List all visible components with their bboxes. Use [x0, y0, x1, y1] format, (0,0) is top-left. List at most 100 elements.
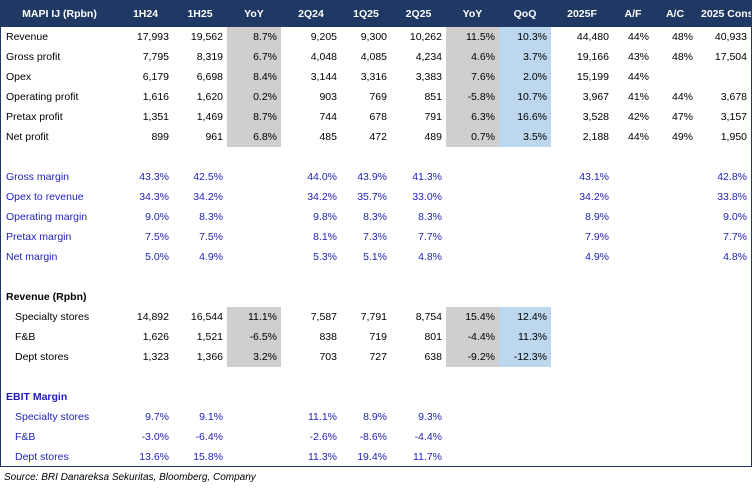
value-cell	[227, 407, 281, 427]
row-label: Opex	[6, 71, 32, 83]
value-cell: -12.3%	[499, 347, 551, 367]
value-cell: 1,366	[196, 351, 223, 363]
value-cell: 3.2%	[227, 347, 281, 367]
row-label: F&B	[15, 331, 36, 343]
column-header: 2Q25	[391, 1, 446, 27]
table-row: Revenue 17,993 19,562 8.7% 9,205 9,300 10,262 1…	[1, 27, 751, 47]
empty-cell	[613, 407, 653, 427]
value-cell	[227, 207, 281, 227]
value-cell: 8.7%	[227, 27, 281, 47]
value-cell: 10.3%	[499, 27, 551, 47]
value-cell: 3,678	[720, 91, 747, 103]
section-title-row: EBIT Margin	[1, 387, 751, 407]
empty-cell	[446, 407, 499, 427]
empty-cell	[653, 447, 697, 467]
value-cell: 5.1%	[363, 251, 387, 263]
column-header: 2Q24	[281, 1, 341, 27]
value-cell: 44%	[627, 31, 649, 43]
value-cell: 4,048	[310, 51, 337, 63]
value-cell: 41.3%	[412, 171, 442, 183]
ebit-row: F&B -3.0% -6.4% -2.6% -8.6% -4.4%	[1, 427, 751, 447]
value-cell: 4.6%	[446, 47, 499, 67]
value-cell: -2.6%	[309, 431, 337, 443]
value-cell: 8.9%	[363, 411, 387, 423]
value-cell: 34.2%	[579, 191, 609, 203]
empty-cell	[613, 287, 653, 307]
value-cell: -5.8%	[446, 87, 499, 107]
value-cell: 11.3%	[308, 451, 337, 463]
spacer-row	[1, 367, 751, 387]
value-cell: 34.2%	[307, 191, 337, 203]
financial-table-sheet: MAPI IJ (Rpbn) 1H24 1H25 YoY 2Q24 1Q25 2Q25 YoY…	[0, 0, 752, 467]
value-cell: 43.3%	[139, 171, 169, 183]
segment-row: F&B 1,626 1,521 -6.5% 838 719 801 -4.4% 11.3%	[1, 327, 751, 347]
ebit-row: Specialty stores 9.7% 9.1% 11.1% 8.9% 9.3%	[1, 407, 751, 427]
value-cell: 6.3%	[446, 107, 499, 127]
column-header: 2025F	[551, 1, 613, 27]
row-label: Opex to revenue	[6, 191, 84, 203]
value-cell	[227, 167, 281, 187]
value-cell: 19,562	[190, 31, 223, 43]
empty-cell	[118, 287, 173, 307]
value-cell	[613, 187, 653, 207]
value-cell: 899	[151, 131, 169, 143]
empty-cell	[653, 387, 697, 407]
value-cell	[227, 247, 281, 267]
row-label: Pretax profit	[6, 111, 63, 123]
empty-cell	[227, 387, 281, 407]
column-header: 2025 Cons	[697, 1, 751, 27]
value-cell: 12.4%	[499, 307, 551, 327]
empty-cell	[446, 427, 499, 447]
empty-cell	[613, 307, 653, 327]
value-cell: 4.8%	[418, 251, 442, 263]
value-cell: 49%	[671, 131, 693, 143]
value-cell	[227, 187, 281, 207]
value-cell	[613, 227, 653, 247]
empty-cell	[446, 287, 499, 307]
margin-row: Opex to revenue 34.3% 34.2% 34.2% 35.7% 33.0%…	[1, 187, 751, 207]
value-cell: 16,544	[190, 311, 223, 323]
value-cell	[499, 167, 551, 187]
value-cell: 8,754	[415, 311, 442, 323]
value-cell	[499, 187, 551, 207]
row-label: Pretax margin	[6, 231, 72, 243]
value-cell: 48%	[671, 31, 693, 43]
value-cell: 8.9%	[585, 211, 609, 223]
value-cell: 769	[369, 91, 387, 103]
value-cell: 7.7%	[418, 231, 442, 243]
value-cell: 703	[319, 351, 337, 363]
empty-cell	[613, 347, 653, 367]
table-row: Net profit 899 961 6.8% 485 472 489 0.7% 3.5% 2,1…	[1, 127, 751, 147]
spacer-row	[1, 147, 751, 167]
value-cell	[446, 227, 499, 247]
value-cell: 44%	[627, 71, 649, 83]
margin-row: Net margin 5.0% 4.9% 5.3% 5.1% 4.8% 4.9% 4.8%	[1, 247, 751, 267]
empty-cell	[551, 427, 613, 447]
row-label: Specialty stores	[15, 411, 90, 423]
value-cell: 44%	[627, 131, 649, 143]
row-label: Net margin	[6, 251, 58, 263]
value-cell: 8.4%	[227, 67, 281, 87]
header-row: MAPI IJ (Rpbn) 1H24 1H25 YoY 2Q24 1Q25 2Q25 YoY…	[1, 1, 751, 27]
table-row: Pretax profit 1,351 1,469 8.7% 744 678 791 6.3%…	[1, 107, 751, 127]
section-title: EBIT Margin	[6, 391, 68, 403]
value-cell: -8.6%	[359, 431, 387, 443]
mapi-results-table: MAPI IJ (Rpbn) 1H24 1H25 YoY 2Q24 1Q25 2Q25 YoY…	[1, 1, 751, 467]
value-cell: -4.4%	[446, 327, 499, 347]
empty-cell	[697, 387, 751, 407]
column-header: QoQ	[499, 1, 551, 27]
empty-cell	[173, 287, 227, 307]
empty-cell	[499, 387, 551, 407]
empty-cell	[341, 387, 391, 407]
value-cell: 11.3%	[499, 327, 551, 347]
empty-cell	[499, 287, 551, 307]
value-cell: 6,698	[196, 71, 223, 83]
value-cell: 638	[424, 351, 442, 363]
value-cell: 3,967	[582, 91, 609, 103]
value-cell: 719	[369, 331, 387, 343]
value-cell	[446, 187, 499, 207]
value-cell: 838	[319, 331, 337, 343]
empty-cell	[697, 327, 751, 347]
empty-cell	[551, 287, 613, 307]
value-cell: 47%	[671, 111, 693, 123]
